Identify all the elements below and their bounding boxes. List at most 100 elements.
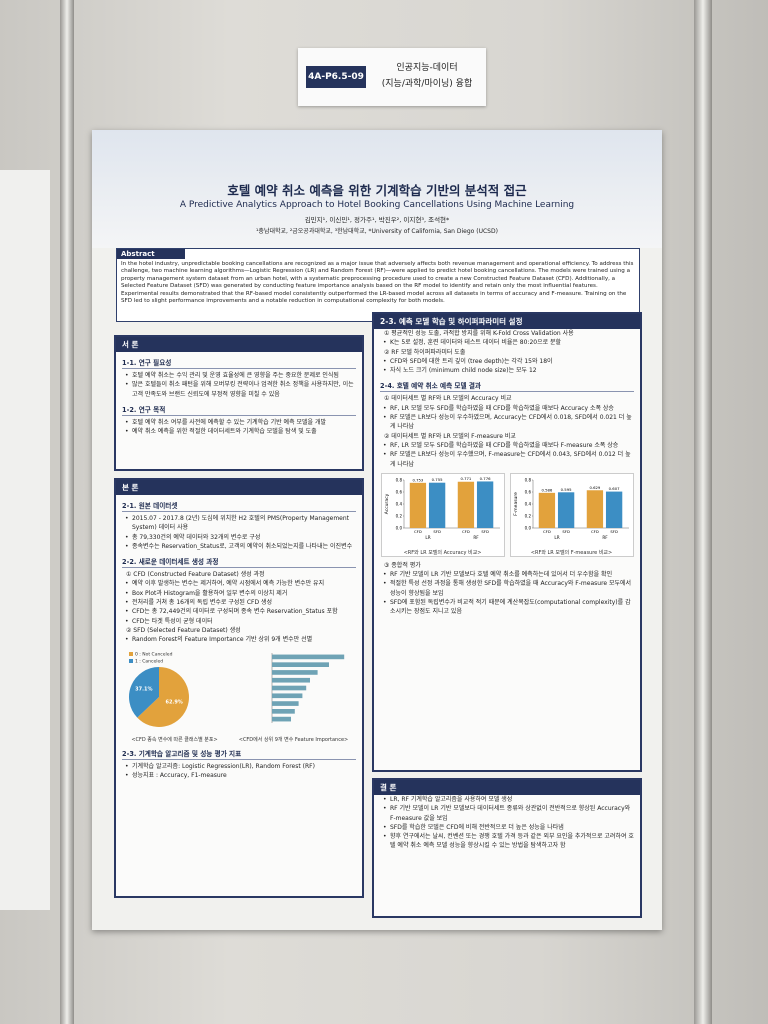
subheading: 2-2. 새로운 데이터세트 생성 과정 xyxy=(122,556,356,569)
tag-line: (지능/과학/마이닝) 융합 xyxy=(381,79,473,89)
list-item: RF 기반 모델이 LR 기반 모델보다 데이터세트 종류와 상관없이 전반적으… xyxy=(382,804,634,823)
pie-slice xyxy=(136,666,189,727)
list-item: 자식 노드 크기 (minimum child node size)는 모두 1… xyxy=(382,366,634,376)
bar xyxy=(271,669,318,675)
bar xyxy=(428,482,445,528)
list-item: 예약 이후 발생하는 변수는 제거하여, 예약 시점에서 예측 가능한 변수만 … xyxy=(124,579,356,589)
chart: Accuracy 0.0 0.2 0.4 0.6 0.8 0.753 CFD 0.755 SFD L… xyxy=(380,472,505,557)
subheading: 2-4. 호텔 예약 취소 예측 모델 결과 xyxy=(380,380,634,393)
bar xyxy=(538,492,555,528)
section-heading: 2-3. 예측 모델 학습 및 하이퍼파라미터 설정 xyxy=(374,314,640,329)
chart-caption: <RF와 LR 모델의 F-measure 비교> xyxy=(530,549,613,556)
legend-swatch xyxy=(128,658,133,663)
item-list: 호텔 예약 취소는 수익 관리 및 운영 효율성에 큰 영향을 주는 중요한 문… xyxy=(116,371,362,399)
subheading: 1-1. 연구 필요성 xyxy=(122,357,356,369)
section-heading: 서 론 xyxy=(116,337,362,352)
slice-label: 62.9% xyxy=(165,699,182,705)
title-en: A Predictive Analytics Approach to Hotel… xyxy=(179,200,575,210)
bar xyxy=(271,708,295,714)
item-list: 호텔 예약 취소 여부를 사전에 예측할 수 있는 기계학습 기반 예측 모델을… xyxy=(116,418,362,437)
item-list: ③ 종합적 평가RF 기반 모델이 LR 기반 모델보다 호텔 예약 취소를 예… xyxy=(374,561,640,617)
section-heading: 본 론 xyxy=(116,480,362,495)
bar-chart: F-measure 0.0 0.2 0.4 0.6 0.8 0.586 CFD 0.595 SFD… xyxy=(513,477,629,540)
value-label: 0.753 xyxy=(412,477,423,482)
series-label: CFD xyxy=(591,529,599,534)
y-tick-label: 0.8 xyxy=(395,477,402,482)
series-label: SFD xyxy=(481,529,489,534)
x-tick-label: RF xyxy=(602,535,608,540)
list-item: 많은 호텔들이 취소 패턴을 위해 오버부킹 전략이나 엄격한 취소 정책을 사… xyxy=(124,380,356,399)
bar xyxy=(271,693,302,698)
legend-swatch xyxy=(128,651,133,656)
list-item: K는 5로 설정, 훈련 데이터와 테스트 데이터 비율은 80:20으로 분할 xyxy=(382,338,634,348)
affiliations: ¹충남대학교, ²금오공과대학교, ³한남대학교, *University of… xyxy=(256,228,498,235)
series-label: CFD xyxy=(462,529,470,534)
subheading: 2-3. 기계학습 알고리즘 및 성능 평가 지표 xyxy=(122,748,356,760)
series-label: CFD xyxy=(543,529,551,534)
authors: 김민지¹, 이신민¹, 정가주¹, 박진우², 이지현³, 조석현* xyxy=(304,216,450,224)
series-label: SFD xyxy=(433,529,441,534)
list-item: CFD는 타겟 특성이 균형 데이터 xyxy=(124,617,356,627)
item-list: ① CFD (Constructed Feature Dataset) 생성 과… xyxy=(116,570,362,645)
y-tick-label: 0.0 xyxy=(524,525,531,530)
y-axis-title: F-measure xyxy=(513,492,519,516)
frame-pole xyxy=(694,0,712,1024)
section: 본 론 2-1. 원본 데이터셋 2015.07 - 2017.8 (2년) 도심에… xyxy=(114,478,364,898)
chart: 62.9% 0 : Not Canceled 37.1% 1 : Canceled <C… xyxy=(125,649,225,743)
y-tick-label: 0.6 xyxy=(524,489,531,494)
value-label: 0.586 xyxy=(541,487,552,492)
list-item: ③ 종합적 평가 xyxy=(384,561,421,569)
slice-label: 37.1% xyxy=(135,686,152,692)
list-item: RF, LR 모델 모두 SFD를 학습하였을 때 CFD를 학습하였을 때보다… xyxy=(382,404,634,414)
chart-row: Accuracy 0.0 0.2 0.4 0.6 0.8 0.753 CFD 0.755 SFD L… xyxy=(378,472,636,557)
list-item: 종속변수는 Reservation_Status로, 고객의 예약이 취소되었는… xyxy=(124,542,356,552)
chart-caption: <RF와 LR 모델의 Accuracy 비교> xyxy=(403,549,482,556)
subheading: 2-1. 원본 데이터셋 xyxy=(122,500,356,512)
bar xyxy=(271,700,299,706)
series-label: SFD xyxy=(562,529,570,534)
item-list: ① 평균적인 성능 도출, 과적합 방지를 위해 K-Fold Cross Va… xyxy=(374,329,640,376)
chart: <CFD에서 상위 9개 변수 Feature Importance> xyxy=(234,649,354,743)
series-label: SFD xyxy=(610,529,618,534)
x-tick-label: RF xyxy=(473,535,479,540)
section-heading: 결 론 xyxy=(374,780,640,795)
title-ko: 호텔 예약 취소 예측을 위한 기계학습 기반의 분석적 접근 xyxy=(227,183,527,198)
series-label: CFD xyxy=(414,529,422,534)
bar xyxy=(457,481,474,528)
list-item: RF 모델은 LR보다 성능이 우수했으며, F-measure는 CFD에서 … xyxy=(382,450,634,469)
bar xyxy=(271,685,306,690)
bar xyxy=(605,491,622,528)
poster: 호텔 예약 취소 예측을 위한 기계학습 기반의 분석적 접근 A Predic… xyxy=(92,130,662,930)
item-list: ① 데이터세트 별 RF와 LR 모델의 Accuracy 비교RF, LR 모… xyxy=(374,394,640,468)
board-tag: 4A-P6.5-09 인공지능-데이터 (지능/과학/마이닝) 융합 xyxy=(298,48,486,106)
list-item: 적절한 특성 선정 과정을 통해 생성한 SFD를 학습하였을 때 Accura… xyxy=(382,579,634,598)
value-label: 0.755 xyxy=(431,477,442,482)
value-label: 0.776 xyxy=(479,476,490,481)
abstract-text: In the hotel industry, unpredictable boo… xyxy=(121,261,634,304)
list-item: 예약 취소 예측을 위한 적절한 데이터세트와 기계학습 모델을 탐색 및 도출 xyxy=(124,427,356,437)
section: 서 론 1-1. 연구 필요성호텔 예약 취소는 수익 관리 및 운영 효율성에 … xyxy=(114,335,364,471)
x-tick-label: LR xyxy=(425,535,430,540)
hbar-chart xyxy=(271,652,344,723)
list-item: 기계학습 알고리즘: Logistic Regression(LR), Rand… xyxy=(124,762,356,772)
legend-label: 0 : Not Canceled xyxy=(135,651,173,657)
list-item: Box Plot과 Histogram을 활용하여 일부 변수의 이상치 제거 xyxy=(124,589,356,599)
value-label: 0.771 xyxy=(460,476,471,481)
tag-code: 4A-P6.5-09 xyxy=(306,66,366,88)
chart-row: 62.9% 0 : Not Canceled 37.1% 1 : Canceled <C… xyxy=(120,649,358,743)
list-item: RF 기반 모델이 LR 기반 모델보다 호텔 예약 취소를 예측하는데 있어서… xyxy=(382,570,634,580)
abstract: Abstract In the hotel industry, unpredic… xyxy=(116,248,640,322)
list-item: RF 모델은 LR보다 성능이 우수하였으며, Accuracy는 CFD에서 … xyxy=(382,413,634,432)
legend-label: 1 : Canceled xyxy=(135,658,163,664)
y-tick-label: 0.2 xyxy=(524,513,531,518)
section: 결 론LR, RF 기계학습 알고리즘을 사용하여 모델 생성RF 기반 모델이… xyxy=(372,778,642,918)
item-list: 2015.07 - 2017.8 (2년) 도심에 위치한 H2 호텔의 PMS… xyxy=(116,514,362,551)
value-label: 0.595 xyxy=(560,487,571,492)
list-item: ② 데이터세트 별 RF와 LR 모델의 F-measure 비교 xyxy=(384,432,516,440)
y-tick-label: 0.4 xyxy=(395,501,402,506)
pie-chart: 62.9% 0 : Not Canceled 37.1% 1 : Canceled xyxy=(128,651,189,727)
bar xyxy=(557,492,574,528)
y-tick-label: 0.0 xyxy=(395,525,402,530)
bar xyxy=(271,677,310,683)
